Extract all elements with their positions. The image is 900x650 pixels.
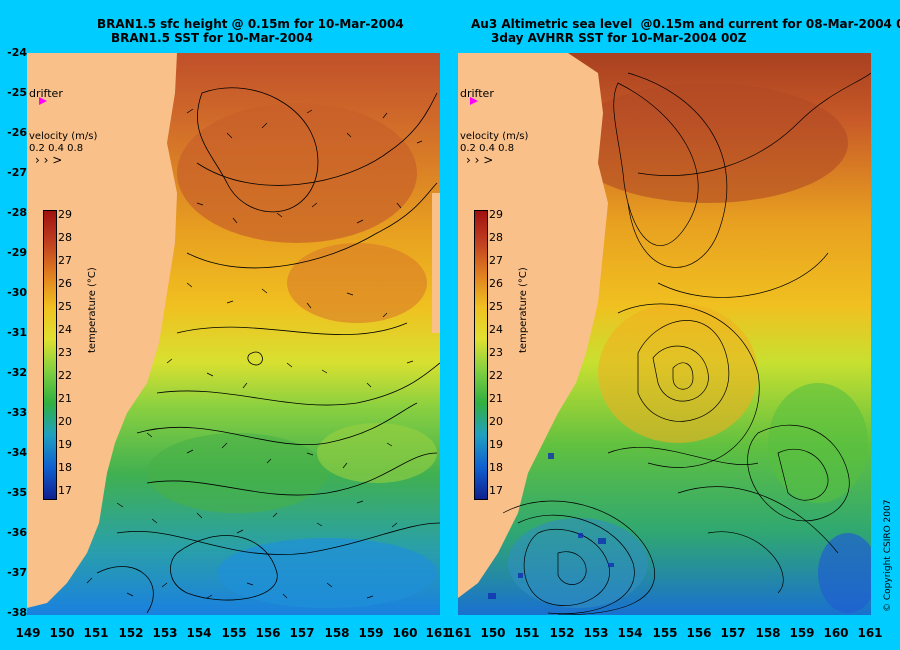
x-tick-label: 157: [720, 626, 746, 640]
copyright-notice: © Copyright CSIRO 2007: [883, 499, 893, 612]
colorbar-tick: 23: [58, 346, 72, 359]
drifter-label: drifter: [29, 87, 63, 100]
y-tick-label: -24: [7, 46, 27, 59]
x-tick-label: 154: [186, 626, 212, 640]
left-title-line1: BRAN1.5 sfc height @ 0.15m for 10-Mar-20…: [97, 17, 404, 31]
colorbar: [43, 210, 57, 500]
colorbar-tick: 21: [58, 392, 72, 405]
colorbar-label: temperature (°C): [87, 267, 98, 353]
colorbar-tick: 25: [58, 300, 72, 313]
y-tick-label: -26: [7, 126, 27, 139]
right-map-panel: drifter velocity (m/s) 0.2 0.4 0.8 › › >…: [458, 53, 871, 615]
colorbar: [474, 210, 488, 500]
y-tick-label: -27: [7, 166, 27, 179]
x-tick-label: 156: [255, 626, 281, 640]
y-tick-label: -33: [7, 406, 27, 419]
colorbar-tick: 18: [489, 461, 503, 474]
x-tick-label: 158: [324, 626, 350, 640]
colorbar-tick: 29: [489, 208, 503, 221]
left-sst-map: [27, 53, 440, 615]
x-tick-label: 161: [857, 626, 883, 640]
colorbar-tick: 28: [58, 231, 72, 244]
velocity-label: velocity (m/s): [460, 131, 529, 142]
x-tick-label: 153: [152, 626, 178, 640]
y-tick-label: -31: [7, 326, 27, 339]
colorbar-tick: 17: [58, 484, 72, 497]
velocity-arrows-icon: › › >: [466, 153, 494, 167]
colorbar-tick: 29: [58, 208, 72, 221]
colorbar-tick: 21: [489, 392, 503, 405]
drifter-marker-icon: [470, 97, 478, 105]
left-map-panel: drifter velocity (m/s) 0.2 0.4 0.8 › › >…: [27, 53, 440, 615]
x-tick-label: 159: [789, 626, 815, 640]
colorbar-tick: 25: [489, 300, 503, 313]
colorbar-tick: 18: [58, 461, 72, 474]
x-tick-label: 149: [15, 626, 41, 640]
colorbar-tick: 26: [489, 277, 503, 290]
x-tick-label: 152: [549, 626, 575, 640]
y-tick-label: -37: [7, 566, 27, 579]
colorbar-tick: 24: [489, 323, 503, 336]
x-tick-label: 159: [358, 626, 384, 640]
x-tick-label: 155: [652, 626, 678, 640]
right-sst-map: [458, 53, 871, 615]
colorbar-tick: 20: [58, 415, 72, 428]
velocity-arrows-icon: › › >: [35, 153, 63, 167]
colorbar-tick: 23: [489, 346, 503, 359]
right-title-line1: Au3 Altimetric sea level @0.15m and curr…: [471, 17, 900, 31]
colorbar-tick: 27: [489, 254, 503, 267]
y-tick-label: -36: [7, 526, 27, 539]
x-tick-label: 160: [823, 626, 849, 640]
x-tick-label: 150: [480, 626, 506, 640]
x-tick-label: 161: [425, 626, 451, 640]
colorbar-tick: 27: [58, 254, 72, 267]
colorbar-tick: 22: [489, 369, 503, 382]
x-tick-label: 154: [617, 626, 643, 640]
colorbar-label: temperature (°C): [518, 267, 529, 353]
colorbar-tick: 17: [489, 484, 503, 497]
x-tick-label: 157: [289, 626, 315, 640]
y-tick-label: -25: [7, 86, 27, 99]
drifter-marker-icon: [39, 97, 47, 105]
colorbar-tick: 22: [58, 369, 72, 382]
y-tick-label: -38: [7, 606, 27, 619]
colorbar-tick: 19: [489, 438, 503, 451]
colorbar-tick: 26: [58, 277, 72, 290]
y-tick-label: -35: [7, 486, 27, 499]
x-tick-label: 155: [221, 626, 247, 640]
y-tick-label: -34: [7, 446, 27, 459]
colorbar-tick: 28: [489, 231, 503, 244]
velocity-scale: 0.2 0.4 0.8: [29, 143, 84, 154]
x-tick-label: 156: [686, 626, 712, 640]
drifter-label: drifter: [460, 87, 494, 100]
colorbar-tick: 24: [58, 323, 72, 336]
colorbar-tick: 20: [489, 415, 503, 428]
velocity-scale: 0.2 0.4 0.8: [460, 143, 515, 154]
y-tick-label: -32: [7, 366, 27, 379]
x-tick-label: 152: [118, 626, 144, 640]
velocity-label: velocity (m/s): [29, 131, 98, 142]
x-tick-label: 151: [514, 626, 540, 640]
x-tick-label: 150: [49, 626, 75, 640]
y-tick-label: -28: [7, 206, 27, 219]
right-title-line2: 3day AVHRR SST for 10-Mar-2004 00Z: [491, 31, 747, 45]
x-tick-label: 160: [392, 626, 418, 640]
x-tick-label: 158: [755, 626, 781, 640]
y-tick-label: -30: [7, 286, 27, 299]
x-tick-label: 151: [83, 626, 109, 640]
colorbar-tick: 19: [58, 438, 72, 451]
x-tick-label: 161: [446, 626, 472, 640]
x-tick-label: 153: [583, 626, 609, 640]
y-tick-label: -29: [7, 246, 27, 259]
left-title-line2: BRAN1.5 SST for 10-Mar-2004: [111, 31, 313, 45]
